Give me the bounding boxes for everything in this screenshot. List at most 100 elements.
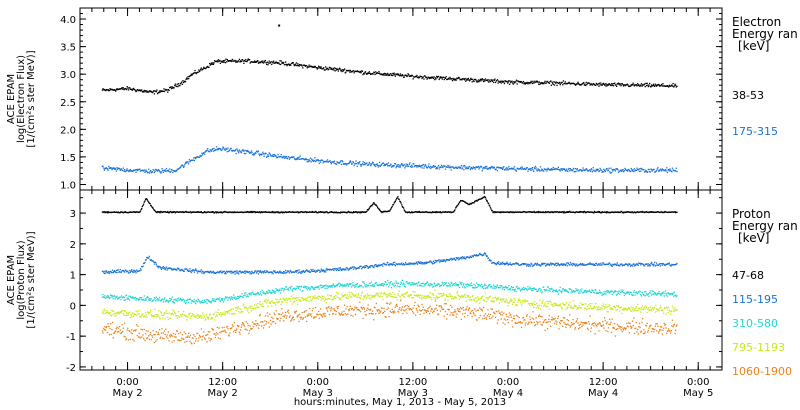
data-point — [643, 291, 646, 293]
data-point — [281, 212, 284, 214]
data-point — [628, 292, 630, 294]
data-point — [131, 270, 133, 273]
data-point — [496, 80, 498, 82]
data-point — [201, 302, 203, 304]
data-point — [165, 89, 168, 91]
data-point — [560, 263, 563, 265]
data-point — [506, 211, 508, 213]
data-point — [128, 87, 130, 89]
data-point — [601, 171, 603, 173]
data-point — [451, 258, 454, 261]
data-point — [529, 265, 532, 267]
data-point — [464, 77, 466, 80]
data-point — [501, 285, 503, 287]
data-point — [510, 289, 512, 291]
data-point — [404, 74, 406, 76]
data-point — [411, 283, 414, 286]
data-point — [336, 161, 338, 163]
data-point — [449, 167, 452, 169]
data-point — [201, 69, 203, 71]
series-115-195 — [101, 252, 678, 275]
data-point — [125, 170, 127, 173]
data-point — [273, 211, 275, 213]
data-point — [415, 283, 417, 285]
data-point — [301, 158, 303, 160]
data-point — [420, 284, 422, 287]
data-point — [220, 315, 222, 317]
data-point — [286, 211, 289, 213]
data-point — [446, 211, 448, 213]
data-point — [154, 261, 156, 263]
data-point — [157, 265, 159, 268]
data-point — [512, 167, 514, 169]
data-point — [127, 270, 129, 272]
data-point — [272, 62, 274, 64]
data-point — [113, 168, 116, 170]
data-point — [452, 211, 454, 213]
data-point — [575, 288, 577, 290]
data-point — [474, 200, 476, 202]
data-point — [631, 294, 633, 296]
data-point — [399, 165, 401, 167]
data-point — [253, 154, 255, 156]
data-point — [462, 256, 464, 258]
data-point — [115, 211, 117, 213]
data-point — [307, 159, 309, 161]
data-point — [122, 169, 124, 171]
data-point — [300, 285, 303, 288]
data-point — [486, 255, 488, 258]
data-point — [171, 296, 173, 298]
data-point — [573, 211, 575, 213]
data-point — [510, 168, 512, 170]
data-point — [136, 311, 138, 313]
data-point — [501, 81, 504, 83]
data-point — [472, 166, 474, 168]
data-point — [157, 300, 159, 302]
data-point — [619, 291, 622, 293]
data-point — [316, 68, 318, 70]
data-point — [500, 167, 502, 169]
data-point — [144, 312, 147, 314]
data-point — [283, 297, 285, 300]
data-point — [292, 290, 294, 292]
data-point — [530, 169, 532, 172]
data-point — [621, 170, 623, 172]
data-point — [505, 285, 507, 288]
data-point — [604, 293, 606, 295]
data-point — [585, 291, 587, 293]
data-point — [510, 167, 513, 169]
data-point — [664, 210, 666, 213]
data-point — [117, 168, 119, 171]
data-point — [507, 286, 509, 289]
data-point — [415, 75, 417, 78]
data-point — [595, 211, 597, 213]
data-point — [279, 60, 281, 62]
data-point — [520, 81, 523, 83]
data-point — [159, 266, 161, 268]
data-point — [352, 268, 355, 270]
data-point — [323, 271, 325, 273]
data-point — [212, 300, 215, 302]
data-point — [324, 69, 326, 71]
data-point — [185, 301, 187, 304]
data-point — [122, 269, 124, 272]
data-point — [383, 165, 385, 167]
data-point — [379, 264, 381, 267]
data-point — [616, 262, 618, 264]
data-point — [244, 272, 246, 274]
data-point — [360, 265, 362, 267]
data-point — [255, 304, 258, 306]
data-point — [650, 86, 652, 88]
data-point — [241, 150, 243, 152]
data-point — [118, 297, 120, 300]
data-point — [155, 261, 157, 264]
data-point — [288, 297, 291, 299]
data-point — [303, 64, 305, 66]
data-point — [332, 268, 334, 270]
data-point — [670, 265, 672, 267]
data-point — [223, 148, 225, 150]
data-point — [541, 291, 544, 293]
data-point — [120, 271, 123, 273]
data-point — [354, 162, 357, 165]
data-point — [384, 280, 386, 283]
